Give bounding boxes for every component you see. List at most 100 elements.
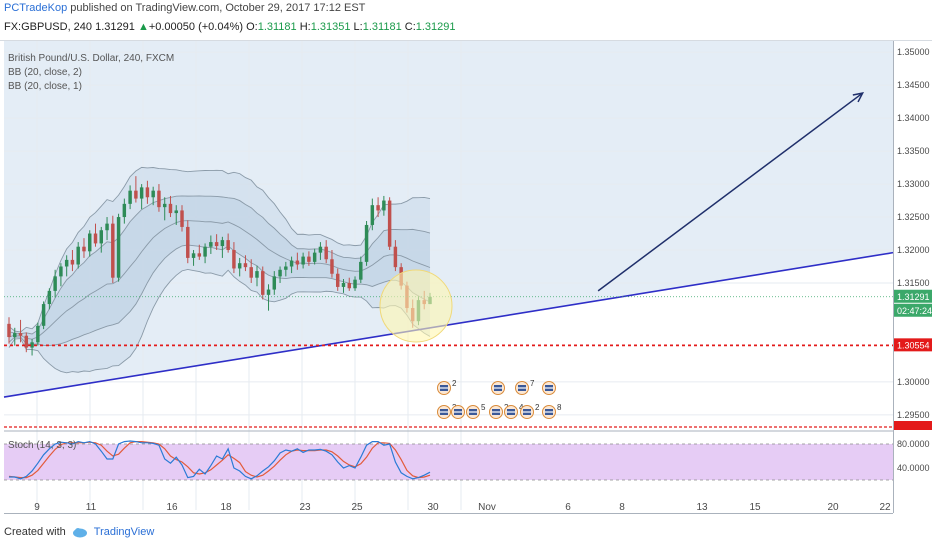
candle-body: [7, 323, 11, 338]
economic-event-count: 2: [452, 379, 457, 388]
candle-body: [249, 267, 253, 278]
candle-body: [226, 240, 230, 251]
candle-body: [53, 276, 57, 291]
time-tick-label: 25: [351, 502, 363, 513]
candle-body: [180, 210, 184, 227]
candle-body: [237, 263, 242, 269]
time-tick-label: Nov: [478, 502, 496, 513]
candle-body: [116, 217, 121, 278]
candle-body: [387, 200, 392, 247]
price-tick-label: 1.30000: [897, 377, 930, 387]
candle-body: [128, 190, 132, 204]
support-price-value: 1.30554: [897, 340, 930, 350]
projection-arrowhead: [852, 92, 865, 103]
price-tick-label: 1.33000: [897, 179, 930, 189]
candle-body: [93, 233, 98, 244]
price-tick-label: 1.35000: [897, 47, 930, 57]
bb-legend-1[interactable]: BB (20, close, 1): [8, 81, 82, 92]
time-tick-label: 11: [86, 502, 97, 513]
bb-line-l1: [8, 244, 431, 346]
last-price: 1.31291: [95, 21, 135, 33]
time-tick-label: 15: [749, 502, 761, 513]
candle-body: [214, 242, 219, 247]
candle-body: [353, 279, 357, 289]
time-tick-label: 16: [166, 502, 178, 513]
candle-body: [151, 190, 155, 198]
price-tick-label: 1.34000: [897, 113, 930, 123]
candle-body: [157, 190, 161, 208]
candle-body: [99, 230, 104, 244]
trend-line: [3, 251, 894, 398]
candle-body: [139, 187, 144, 199]
candle-body: [41, 304, 46, 326]
series-title: British Pound/U.S. Dollar, 240, FXCM: [8, 53, 175, 64]
candle-body: [341, 282, 346, 287]
candle-body: [24, 335, 29, 348]
candle-body: [220, 240, 225, 247]
candle-body: [186, 226, 190, 258]
candle-body: [111, 223, 115, 278]
candle-body: [382, 200, 386, 211]
candle-body: [376, 205, 380, 211]
current-price-value: 1.31291: [897, 292, 930, 302]
bb-legend-2[interactable]: BB (20, close, 2): [8, 67, 82, 78]
up-arrow-icon: ▲: [137, 21, 149, 33]
chart-legend: British Pound/U.S. Dollar, 240, FXCM BB …: [8, 52, 174, 94]
candle-body: [203, 246, 207, 257]
candle-body: [278, 269, 282, 277]
change-value: +0.00050 (+0.04%): [148, 21, 244, 33]
highlight-circle: [379, 269, 453, 343]
stoch-legend[interactable]: Stoch (14, 3, 3): [8, 440, 77, 451]
price-tick-label: 1.31500: [897, 278, 930, 288]
price-tick-label: 1.29500: [897, 410, 930, 420]
candle-body: [13, 333, 17, 338]
time-tick-label: 6: [565, 502, 571, 513]
tradingview-link[interactable]: TradingView: [93, 526, 155, 538]
lower-level-tag: [894, 421, 932, 430]
price-tick-label: 1.34500: [897, 80, 930, 90]
high-label: H:: [299, 21, 311, 33]
candle-body: [59, 266, 63, 277]
bb-line-u1: [8, 195, 431, 335]
candle-body: [134, 190, 138, 199]
candle-body: [312, 252, 317, 262]
candle-body: [266, 289, 271, 295]
candle-body: [324, 246, 328, 260]
candle-body: [162, 203, 167, 208]
trend-channel-fill: [4, 41, 893, 398]
candle-body: [307, 256, 311, 262]
candle-body: [261, 271, 265, 295]
created-with-text: Created with: [4, 526, 66, 538]
time-tick-label: 22: [879, 502, 891, 513]
author-link[interactable]: PCTradeKop: [4, 2, 68, 14]
candle-body: [70, 259, 75, 265]
stoch-tick-label: 80.0000: [897, 439, 930, 449]
stoch-k-line: [9, 440, 431, 480]
candle-body: [105, 223, 109, 231]
projection-arrow: [597, 92, 864, 292]
time-axis-border: [4, 513, 893, 514]
publish-info: PCTradeKop published on TradingView.com,…: [4, 2, 365, 14]
candle-body: [209, 242, 213, 247]
low-label: L:: [353, 21, 363, 33]
current-price-tag: [894, 289, 932, 303]
support-price-tag: [894, 338, 932, 352]
candle-body: [30, 342, 34, 348]
candle-body: [255, 271, 259, 278]
candle-body: [284, 266, 288, 270]
candle-body: [289, 260, 294, 267]
stoch-tick-label: 40.0000: [897, 463, 930, 473]
open-value: 1.31181: [257, 21, 297, 33]
candle-body: [64, 259, 69, 267]
economic-event-count: 4: [519, 403, 524, 412]
candle-body: [232, 250, 236, 269]
bb-inner-fill: [9, 195, 430, 346]
close-value: 1.31291: [415, 21, 456, 33]
candle-body: [272, 276, 277, 290]
economic-event-count: 2: [535, 403, 540, 412]
top-border: [0, 40, 932, 41]
open-label: O:: [246, 21, 258, 33]
price-tick-label: 1.32000: [897, 245, 930, 255]
candle-body: [82, 246, 86, 252]
